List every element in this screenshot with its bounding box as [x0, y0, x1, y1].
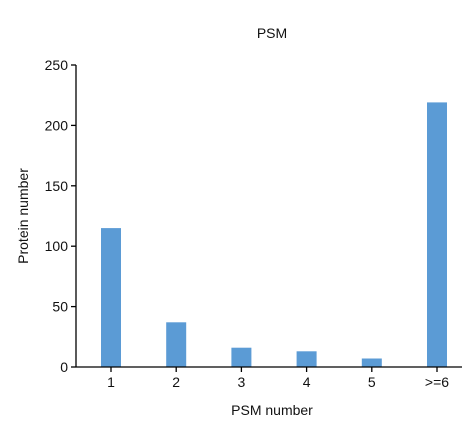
x-tick-label-5: 5: [368, 374, 376, 390]
chart-title: PSM: [257, 25, 287, 41]
x-tick-label-1: 1: [107, 374, 115, 390]
x-tick-label-6: >=6: [425, 374, 449, 390]
bar-6: [427, 102, 447, 368]
y-axis-title: Protein number: [15, 168, 31, 264]
x-axis-title: PSM number: [231, 402, 313, 418]
y-tick-label-150: 150: [45, 178, 69, 194]
y-tick-label-200: 200: [45, 117, 69, 133]
y-tick-label-250: 250: [45, 57, 69, 73]
y-tick-label-0: 0: [60, 359, 68, 375]
bar-2: [166, 322, 187, 367]
x-tick-label-4: 4: [303, 374, 311, 390]
bar-4: [296, 351, 317, 367]
bar-5: [361, 358, 382, 367]
x-tick-label-2: 2: [172, 374, 180, 390]
y-axis: 0 50 100 150 200 250: [45, 57, 77, 375]
x-tick-label-3: 3: [238, 374, 246, 390]
bar-3: [231, 347, 252, 367]
y-tick-label-100: 100: [45, 238, 69, 254]
y-tick-label-50: 50: [52, 299, 68, 315]
bar-1: [101, 228, 121, 367]
bars-group: [101, 102, 447, 368]
x-axis: 1 2 3 4 5 >=6: [76, 366, 462, 390]
